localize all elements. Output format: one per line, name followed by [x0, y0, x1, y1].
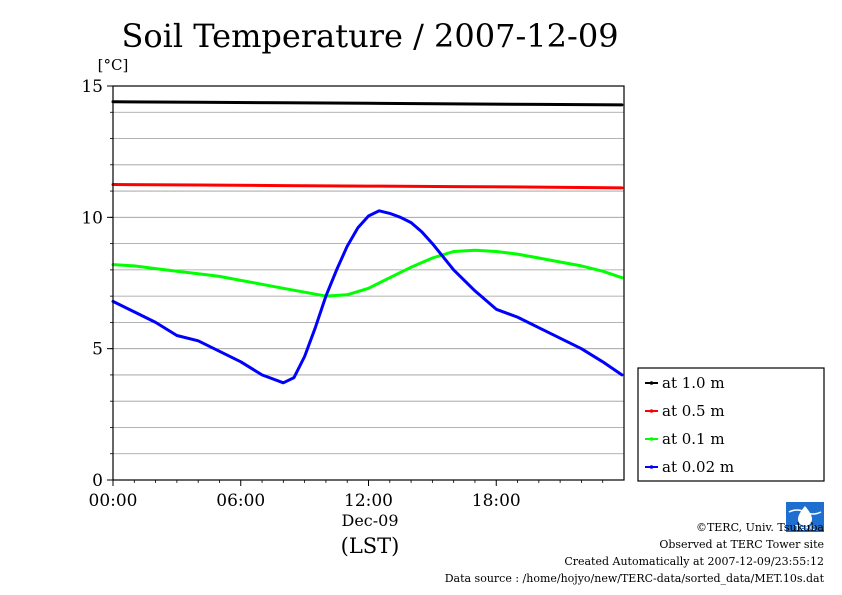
plot-frame	[112, 85, 625, 481]
terc-logo: TERC	[786, 502, 824, 532]
legend-label-1: at 1.0 m	[662, 374, 725, 392]
x-axis-label: (LST)	[341, 534, 400, 558]
legend-label-4: at 0.02 m	[662, 458, 734, 476]
logo-text: TERC	[795, 524, 815, 532]
y-axis-unit: [°C]	[98, 56, 129, 74]
legend-label-2: at 0.5 m	[662, 402, 725, 420]
copyright-text: ©TERC, Univ. Tsukuba	[695, 521, 824, 534]
series-line-4	[111, 209, 624, 385]
logo-wave-mark	[788, 509, 822, 515]
y-tick-label: 15	[81, 77, 103, 97]
legend-marker-1	[649, 381, 654, 385]
y-tick-label: 0	[92, 471, 103, 491]
data-source-text: Data source : /home/hojyo/new/TERC-data/…	[444, 572, 824, 585]
series-layer	[111, 100, 624, 385]
x-axis: 00:00 06:00 12:00 18:00	[89, 480, 604, 511]
x-tick-label: 12:00	[344, 491, 393, 511]
legend-box	[637, 367, 825, 482]
series-line-1	[111, 100, 624, 107]
legend-marker-3	[649, 437, 654, 441]
y-tick-label: 5	[92, 340, 103, 360]
series-line-3	[111, 248, 624, 298]
x-tick-label: 00:00	[89, 491, 138, 511]
chart-title: Soil Temperature / 2007-12-09	[121, 17, 618, 55]
gridlines	[113, 111, 624, 455]
created-timestamp-text: Created Automatically at 2007-12-09/23:5…	[564, 555, 824, 568]
y-tick-label: 10	[81, 208, 103, 228]
observed-site-text: Observed at TERC Tower site	[659, 538, 824, 551]
x-tick-label: 18:00	[472, 491, 521, 511]
y-axis: 0 5 10 15	[81, 77, 113, 491]
legend-marker-2	[649, 409, 654, 413]
x-tick-label: 06:00	[216, 491, 265, 511]
x-date-label: Dec-09	[341, 511, 398, 530]
legend-marker-4	[649, 465, 654, 469]
legend-label-3: at 0.1 m	[662, 430, 725, 448]
legend: at 1.0 m at 0.5 m at 0.1 m at 0.02 m	[637, 367, 825, 482]
series-line-2	[111, 183, 624, 190]
